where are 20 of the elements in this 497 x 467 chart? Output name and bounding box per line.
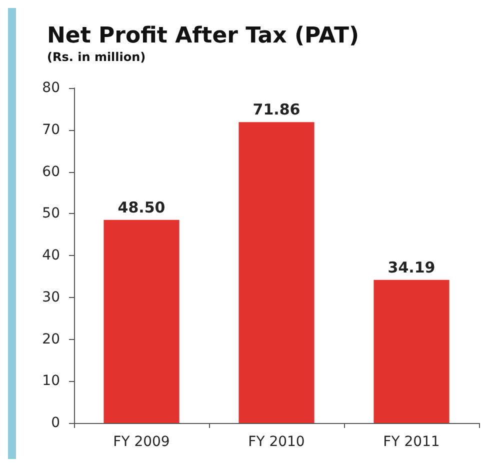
y-tick-label: 10 (42, 373, 60, 390)
x-tick-label: FY 2011 (383, 434, 440, 450)
y-tick-label: 60 (42, 164, 60, 180)
chart-title: Net Profit After Tax (PAT) (47, 24, 360, 48)
y-tick-label: 70 (42, 122, 60, 138)
data-label: 48.50 (118, 198, 166, 216)
data-label: 71.86 (252, 100, 300, 119)
y-tick-label: 30 (42, 289, 60, 306)
x-tick-label: FY 2009 (113, 434, 170, 450)
data-label: 34.19 (388, 258, 436, 276)
bar (374, 280, 450, 423)
x-tick-label: FY 2010 (248, 434, 305, 450)
y-tick-label: 80 (42, 80, 60, 96)
bar (104, 220, 180, 423)
bar (238, 122, 314, 423)
y-tick-label: 0 (51, 415, 60, 431)
chart-subtitle: (Rs. in million) (47, 50, 146, 64)
y-tick-label: 40 (42, 248, 60, 264)
y-tick-label: 20 (42, 331, 60, 348)
y-tick-label: 50 (42, 206, 60, 222)
